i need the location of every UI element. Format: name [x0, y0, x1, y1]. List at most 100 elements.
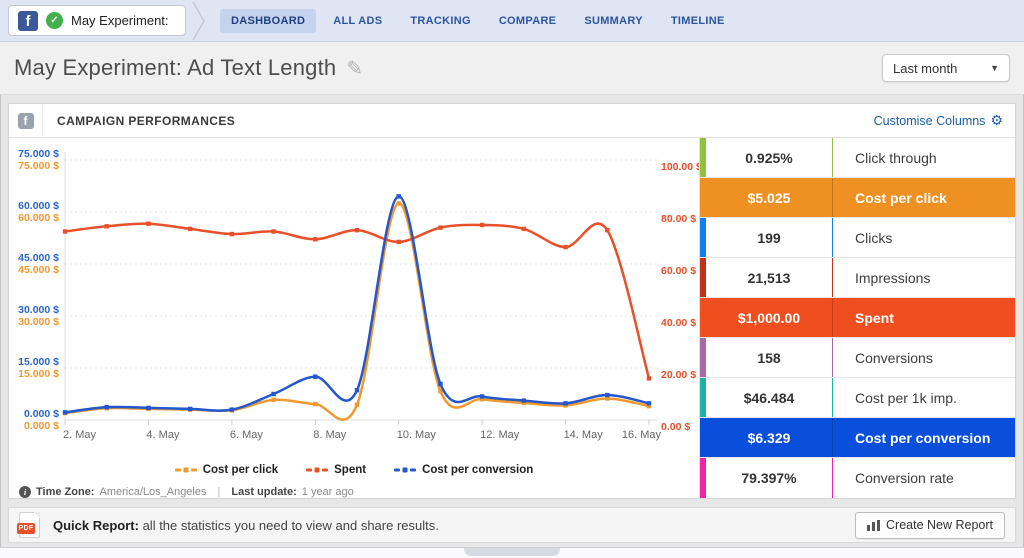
create-new-report-button[interactable]: Create New Report [855, 511, 1005, 539]
footnote-separator: | [217, 486, 221, 498]
tab-all-ads[interactable]: ALL ADS [333, 14, 383, 27]
edit-title-icon[interactable]: ✎ [346, 57, 364, 80]
tab-tracking[interactable]: TRACKING [410, 14, 471, 27]
svg-text:30.000 $: 30.000 $ [18, 304, 59, 316]
svg-text:60.000 $: 60.000 $ [18, 200, 59, 212]
gear-icon: ⚙ [990, 112, 1003, 128]
stat-divider [832, 338, 833, 377]
facebook-icon: f [18, 10, 38, 31]
stat-divider [832, 298, 833, 337]
svg-text:0.00 $: 0.00 $ [661, 421, 690, 433]
info-icon: i [19, 486, 31, 498]
performance-chart-area: 75.000 $75.000 $ 100.00 $ 60.000 $60.000 $… [9, 138, 702, 498]
svg-text:40.00 $: 40.00 $ [661, 317, 696, 329]
quick-report-label: Quick Report: [53, 517, 139, 533]
stat-row-conversions[interactable]: 158 Conversions [700, 338, 1015, 378]
quick-report-text: Quick Report: all the statistics you nee… [53, 517, 439, 533]
svg-text:75.000 $: 75.000 $ [18, 148, 59, 160]
tab-summary[interactable]: SUMMARY [584, 14, 643, 27]
tab-compare[interactable]: COMPARE [498, 14, 557, 27]
stat-value: 158 [757, 349, 781, 366]
svg-text:0.000 $: 0.000 $ [24, 408, 59, 420]
stat-divider [832, 258, 833, 297]
chart-footnote: i Time Zone: America/Los_Angeles | Last … [19, 486, 699, 498]
timezone-value: America/Los_Angeles [99, 486, 207, 498]
stat-divider [832, 418, 833, 457]
facebook-gray-icon: f [17, 112, 34, 129]
stat-accent-bar [700, 458, 706, 498]
legend-label: Cost per conversion [422, 464, 534, 476]
svg-text:2. May: 2. May [63, 429, 97, 441]
period-selector-value: Last month [893, 60, 958, 76]
legend-label: Spent [334, 464, 367, 476]
campaign-performances-panel: f CAMPAIGN PERFORMANCES Customise Column… [8, 103, 1016, 499]
stat-row-cost-per-1k-imp-[interactable]: $46.484 Cost per 1k imp. [700, 378, 1015, 418]
svg-text:15.000 $: 15.000 $ [18, 368, 59, 380]
svg-text:45.000 $: 45.000 $ [18, 264, 59, 276]
tab-dashboard[interactable]: DASHBOARD [220, 8, 317, 33]
svg-text:100.00 $: 100.00 $ [661, 161, 701, 173]
legend-marker-icon [394, 467, 417, 473]
stat-divider [832, 138, 833, 177]
stat-label: Cost per 1k imp. [855, 389, 957, 406]
last-update-value: 1 year ago [301, 486, 354, 498]
chevron-down-icon: ▼ [990, 63, 999, 73]
pdf-icon: PDF [17, 512, 40, 538]
legend-marker-icon [306, 467, 329, 473]
window-bottom-strip [0, 547, 1024, 558]
tab-timeline[interactable]: TIMELINE [670, 14, 725, 27]
legend-item-spent[interactable]: Spent [306, 464, 366, 476]
window-notch [464, 548, 560, 556]
legend-label: Cost per click [202, 464, 279, 476]
stat-label: Cost per click [855, 189, 947, 206]
svg-text:6. May: 6. May [230, 429, 264, 441]
stat-label: Impressions [855, 269, 931, 286]
stat-value: 0.925% [745, 149, 793, 166]
legend-marker-icon [174, 467, 197, 473]
stats-column: 0.925% Click through $5.025 Cost per click 1… [699, 138, 1015, 498]
svg-text:4. May: 4. May [146, 429, 180, 441]
stat-label: Conversions [855, 349, 933, 366]
stat-row-conversion-rate[interactable]: 79.397% Conversion rate [700, 458, 1015, 498]
stat-value: 79.397% [741, 470, 797, 486]
svg-text:30.000 $: 30.000 $ [18, 316, 59, 328]
stat-accent-bar [700, 258, 706, 297]
stat-divider [832, 458, 833, 498]
svg-text:60.000 $: 60.000 $ [18, 212, 59, 224]
svg-text:60.00 $: 60.00 $ [661, 265, 696, 277]
stat-divider [832, 378, 833, 417]
svg-text:20.00 $: 20.00 $ [661, 369, 696, 381]
facebook-channel-cell: f [9, 104, 43, 137]
stat-row-cost-per-conversion[interactable]: $6.329 Cost per conversion [700, 418, 1015, 458]
svg-text:75.000 $: 75.000 $ [18, 160, 59, 172]
stat-label: Click through [855, 149, 937, 166]
stat-row-cost-per-click[interactable]: $5.025 Cost per click [700, 178, 1015, 218]
customise-columns-link[interactable]: Customise Columns ⚙ [874, 112, 1003, 129]
period-selector-dropdown[interactable]: Last month ▼ [882, 54, 1010, 82]
stat-divider [832, 218, 833, 257]
svg-text:8. May: 8. May [313, 429, 347, 441]
search-input[interactable]: May Experiment: [71, 13, 169, 28]
legend-item-cost-per-click[interactable]: Cost per click [174, 464, 279, 476]
stat-accent-bar [700, 338, 706, 377]
stat-row-click-through[interactable]: 0.925% Click through [700, 138, 1015, 178]
performance-line-chart: 75.000 $75.000 $ 100.00 $ 60.000 $60.000 $… [18, 148, 702, 441]
stat-row-spent[interactable]: $1,000.00 Spent [700, 298, 1015, 338]
panel-title: CAMPAIGN PERFORMANCES [57, 113, 236, 128]
quick-report-bar: PDF Quick Report: all the statistics you… [8, 507, 1016, 543]
svg-text:14. May: 14. May [564, 429, 604, 441]
svg-text:16. May: 16. May [622, 429, 662, 441]
page-title: May Experiment: Ad Text Length [14, 55, 337, 80]
stat-accent-bar [700, 178, 706, 217]
stat-row-impressions[interactable]: 21,513 Impressions [700, 258, 1015, 298]
experiment-search-box[interactable]: f ✓ May Experiment: [8, 5, 186, 36]
svg-text:80.00 $: 80.00 $ [661, 213, 696, 225]
legend-item-cost-per-conversion[interactable]: Cost per conversion [394, 464, 533, 476]
stat-label: Cost per conversion [855, 429, 991, 446]
stat-row-clicks[interactable]: 199 Clicks [700, 218, 1015, 258]
stat-accent-bar [700, 138, 706, 177]
stat-divider [832, 178, 833, 217]
stat-accent-bar [700, 218, 706, 257]
svg-text:10. May: 10. May [397, 429, 437, 441]
status-check-icon: ✓ [46, 12, 63, 29]
